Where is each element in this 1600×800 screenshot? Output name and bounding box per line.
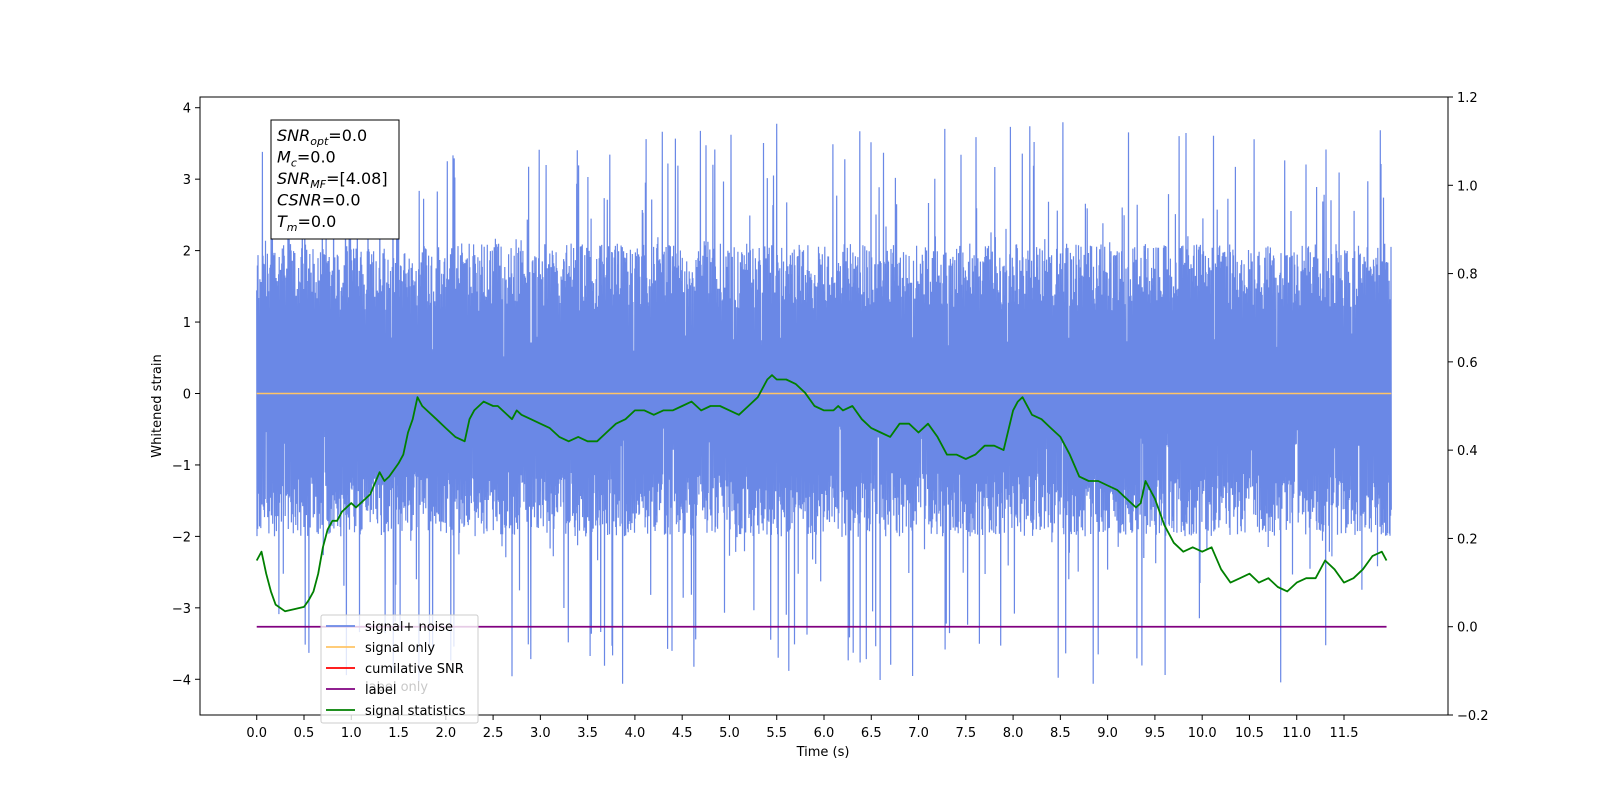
- y-left-tick-label: 0: [183, 387, 191, 402]
- statistic-symbol: M: [277, 148, 291, 167]
- y-left-tick-label: 1: [183, 316, 191, 331]
- statistic-symbol: T: [277, 212, 288, 231]
- y-right-tick-label: 0.4: [1457, 444, 1478, 459]
- legend-label: label: [365, 683, 396, 698]
- y-axis-right: 1.2 1.0 0.8 0.6 0.4 0.2 0.0 −0.2: [1448, 91, 1489, 724]
- x-tick-label: 0.0: [246, 726, 267, 741]
- x-tick-label: 11.5: [1330, 726, 1359, 741]
- statistic-value: =0.0: [298, 212, 337, 231]
- statistic-value: =0.0: [297, 148, 336, 167]
- x-tick-label: 2.5: [483, 726, 504, 741]
- legend-frame: [320, 614, 479, 724]
- x-tick-label: 9.0: [1097, 726, 1118, 741]
- y-right-tick-label: 0.6: [1457, 356, 1478, 371]
- statistic-symbol: SNR: [277, 169, 310, 188]
- x-tick-label: 7.0: [908, 726, 929, 741]
- x-tick-label: 7.5: [955, 726, 976, 741]
- legend-hidden-label: label only: [365, 680, 428, 695]
- statistic-line: CSNR=0.0: [277, 191, 361, 210]
- legend-label: signal+ noise: [365, 620, 453, 635]
- x-tick-label: 3.0: [530, 726, 551, 741]
- statistic-value: =0.0: [328, 126, 367, 145]
- x-tick-label: 5.0: [719, 726, 740, 741]
- x-tick-label: 6.5: [861, 726, 882, 741]
- y-left-tick-label: 2: [183, 245, 191, 260]
- statistics-box-frame: [270, 119, 400, 240]
- y-left-tick-label: −1: [172, 459, 191, 474]
- y-right-tick-label: 1.2: [1457, 91, 1478, 106]
- legend: label only signal+ noise signal only cumila…: [320, 614, 479, 724]
- x-tick-label: 0.5: [294, 726, 315, 741]
- x-tick-label: 4.0: [625, 726, 646, 741]
- statistic-line: SNRMF=[4.08]: [277, 169, 388, 191]
- y-left-tick-label: 3: [183, 173, 191, 188]
- statistic-line: Mc=0.0: [277, 148, 336, 170]
- y-left-tick-label: −3: [172, 602, 191, 617]
- signal-noise-series: [256, 122, 1392, 684]
- y-left-tick-label: −2: [172, 530, 191, 545]
- y-left-tick-label: −4: [172, 673, 191, 688]
- statistic-subscript: m: [287, 221, 298, 234]
- y-axis-label: Whitened strain: [150, 354, 165, 457]
- y-right-tick-label: 0.8: [1457, 268, 1478, 283]
- x-tick-label: 5.5: [766, 726, 787, 741]
- statistic-value: =0.0: [322, 191, 361, 210]
- x-tick-label: 1.0: [341, 726, 362, 741]
- x-axis-label: Time (s): [796, 745, 850, 760]
- statistic-symbol: SNR: [277, 126, 310, 145]
- statistic-symbol: CSNR: [277, 191, 322, 210]
- x-tick-label: 6.0: [814, 726, 835, 741]
- y-left-tick-label: 4: [183, 102, 191, 117]
- x-tick-label: 9.5: [1145, 726, 1166, 741]
- x-tick-label: 8.0: [1003, 726, 1024, 741]
- x-tick-label: 10.5: [1235, 726, 1264, 741]
- x-tick-label: 11.0: [1282, 726, 1311, 741]
- signal-noise-line: [256, 122, 1392, 684]
- x-tick-label: 1.5: [388, 726, 409, 741]
- legend-label: signal statistics: [365, 704, 466, 719]
- y-axis-left: 4 3 2 1 0 −1 −2 −3 −4: [172, 102, 200, 688]
- statistic-value: =[4.08]: [326, 169, 388, 188]
- x-tick-label: 2.0: [435, 726, 456, 741]
- statistic-line: SNRopt=0.0: [277, 126, 367, 148]
- x-tick-label: 10.0: [1188, 726, 1217, 741]
- statistics-box: SNRopt=0.0Mc=0.0SNRMF=[4.08]CSNR=0.0Tm=0…: [270, 119, 400, 240]
- legend-label: cumilative SNR: [365, 662, 464, 677]
- y-right-tick-label: −0.2: [1457, 709, 1489, 724]
- y-right-tick-label: 0.0: [1457, 621, 1478, 636]
- y-right-tick-label: 0.2: [1457, 532, 1478, 547]
- statistic-subscript: MF: [310, 178, 326, 191]
- signal-statistics-line: [255, 374, 1388, 613]
- x-axis: 0.0 0.5 1.0 1.5 2.0 2.5 3.0 3.5 4.0 4.5 5.0 5.5 6.0 6…: [246, 715, 1358, 741]
- statistic-line: Tm=0.0: [277, 212, 336, 234]
- y-right-tick-label: 1.0: [1457, 179, 1478, 194]
- x-tick-label: 8.5: [1050, 726, 1071, 741]
- statistic-subscript: opt: [310, 135, 329, 148]
- x-tick-label: 3.5: [577, 726, 598, 741]
- statistic-subscript: c: [291, 157, 297, 170]
- legend-label: signal only: [365, 641, 435, 656]
- x-tick-label: 4.5: [672, 726, 693, 741]
